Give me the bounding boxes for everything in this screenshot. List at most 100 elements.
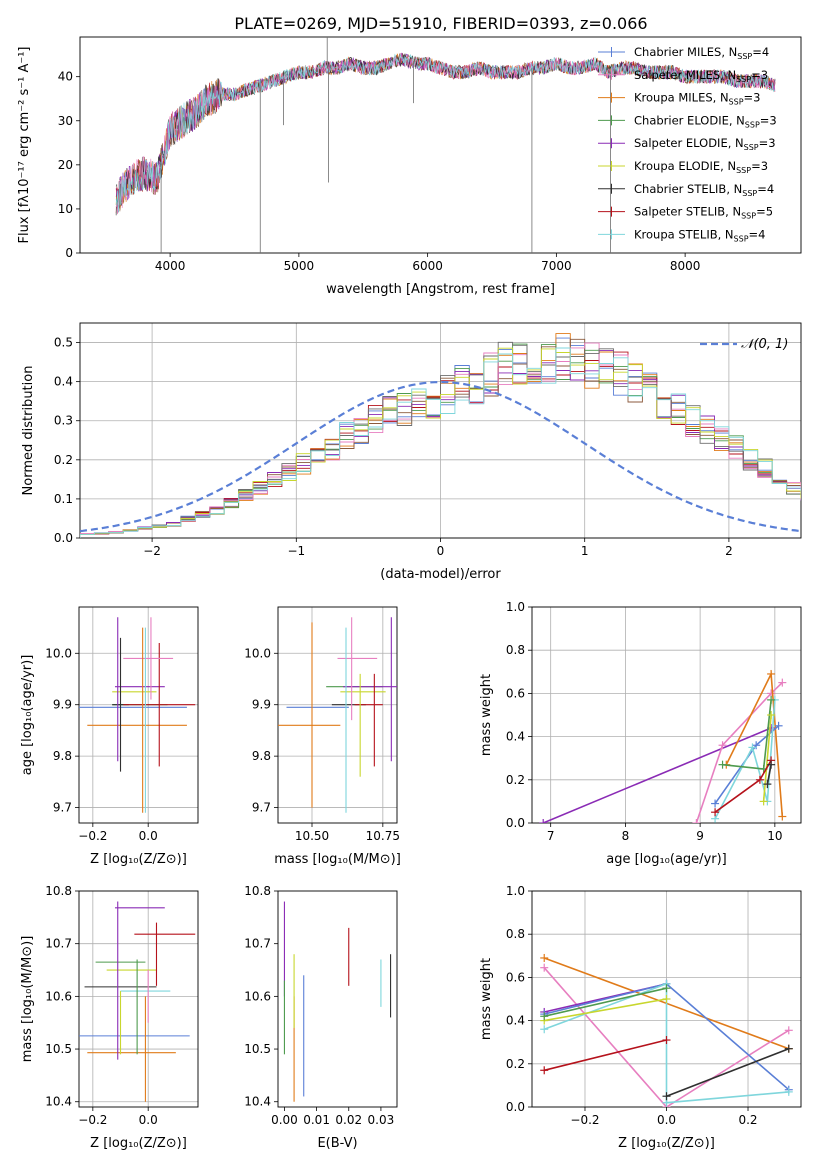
y-tick-label: 10.5 [244,1042,271,1056]
weight-series-line [695,682,783,823]
axes-frame [531,606,802,824]
y-tick-label: 10.7 [45,937,72,951]
histogram-series [80,343,801,538]
y-tick-label: 9.9 [252,698,271,712]
normal-curve [80,380,801,533]
y-axis-label: age [log₁₀(age/yr)] [20,655,35,776]
weight-series-line [762,714,772,802]
y-tick-label: 0.6 [506,970,525,984]
x-axis-label: mass [log₁₀(M/M⊙)] [274,852,401,867]
spectrum-series-line [115,53,776,216]
x-tick-label: 2 [725,544,733,558]
weight-series-line [544,1039,667,1072]
x-axis-label: wavelength [Angstrom, rest frame] [326,282,555,297]
y-tick-label: 10 [58,202,73,216]
y-tick-label: 0.4 [54,375,73,389]
weight-series-line [544,987,667,1018]
y-tick-label: 10.5 [45,1042,72,1056]
x-tick-label: 8 [622,829,630,843]
x-tick-label: −0.2 [78,1113,107,1127]
legend-entry: Chabrier ELODIE, NSSP=3 [634,113,777,129]
weight-series-line [714,699,776,820]
y-tick-label: 0 [65,246,73,260]
legend-entry: Salpeter MILES, NSSP=3 [634,68,768,84]
y-tick-label: 1.0 [506,884,525,898]
y-tick-label: 10.6 [45,989,72,1003]
y-tick-label: 10.0 [45,646,72,660]
plot-area-mass-vs-Z [79,901,196,1102]
axes-frame [277,606,398,824]
y-tick-label: 0.8 [506,643,525,657]
y-tick-label: 0.4 [506,1014,525,1028]
y-tick-label: 0.6 [506,686,525,700]
y-tick-label: 9.7 [252,801,271,815]
plot-area-weight-vs-age [539,669,787,823]
plot-area-spectrum [115,37,776,253]
y-tick-label: 9.8 [53,749,72,763]
y-tick-label: 0.3 [54,414,73,428]
plot-area-age-vs-Z [79,617,196,813]
legend-entry: Kroupa MILES, NSSP=3 [634,91,760,107]
y-tick-label: 10.8 [45,884,72,898]
axes-frame [78,890,199,1108]
y-tick-label: 10.4 [45,1095,72,1109]
y-axis-label: mass weight [479,958,494,1040]
chart-weight-vs-Z: −0.2 0.0 0.2 0.0 0.2 0.4 0.6 0.8 1.0 Z [log₁₀(Z/Z… [479,884,802,1151]
y-tick-label: 9.8 [252,749,271,763]
y-axis-label: Flux [fλ10⁻¹⁷ erg cm⁻² s⁻¹ A⁻¹] [17,47,32,244]
figure-title: PLATE=0269, MJD=51910, FIBERID=0393, z=0… [234,14,647,33]
weight-series-line [666,1047,790,1097]
y-tick-label: 10.4 [244,1095,271,1109]
x-tick-label: 7 [547,829,555,843]
y-tick-label: 0.1 [54,492,73,506]
x-tick-label: 0.0 [139,1113,158,1127]
histogram-series [80,341,801,538]
x-tick-label: 1 [581,544,589,558]
y-tick-label: 0.8 [506,927,525,941]
weight-series-line [544,998,667,1022]
x-tick-label: 0.02 [335,1113,362,1127]
weight-series-line [766,764,772,785]
plot-area-age-vs-mass [278,617,397,813]
x-tick-label: 10.75 [366,829,400,843]
x-tick-label: 5000 [284,259,315,273]
axes-frame [79,322,802,539]
y-tick-label: 10.7 [244,937,271,951]
chart-weight-vs-age: 7 8 9 10 0.0 0.2 0.4 0.6 0.8 1.0 age [log₁₀(age/yr… [479,600,802,867]
x-tick-label: 10.50 [295,829,329,843]
chart-age-vs-mass: 10.50 10.75 9.7 9.8 9.9 10.0 mass [log₁₀(M/M⊙)… [244,606,401,867]
y-tick-label: 1.0 [506,600,525,614]
x-axis-label: age [log₁₀(age/yr)] [606,852,727,867]
legend-entry: 𝒩(0, 1) [741,337,788,352]
y-axis-label: mass [log₁₀(M/M⊙)] [20,936,35,1063]
x-tick-label: −2 [143,544,161,558]
plot-area-mass-vs-ebv [283,901,392,1102]
plot-area-residuals [80,333,801,538]
plot-area-weight-vs-Z [540,953,793,1107]
y-tick-label: 0.5 [54,336,73,350]
x-tick-label: −1 [287,544,305,558]
y-tick-label: 0.2 [54,453,73,467]
y-tick-label: 0.0 [506,1100,525,1114]
y-tick-label: 20 [58,158,73,172]
histogram-series [80,333,801,538]
x-axis-label: Z [log₁₀(Z/Z⊙)] [90,852,187,867]
legend-entry: Chabrier STELIB, NSSP=4 [634,182,774,198]
spectrum-series-line [115,53,776,213]
spectrum-series-line [115,53,776,215]
chart-age-vs-Z: −0.2 0.0 9.7 9.8 9.9 10.0 Z [log₁₀(Z/Z⊙)] age [… [20,606,199,867]
x-axis-label: E(B-V) [317,1136,357,1151]
chart-mass-vs-Z: −0.2 0.0 10.4 10.5 10.6 10.7 10.8 Z [log₁₀(Z/Z⊙… [20,884,199,1151]
x-axis-label: (data-model)/error [380,567,501,582]
axes-frame [277,890,398,1108]
histogram-series [80,347,801,538]
x-axis-label: Z [log₁₀(Z/Z⊙)] [618,1136,715,1151]
legend-entry: Chabrier MILES, NSSP=4 [634,45,769,61]
x-tick-label: 0.0 [139,829,158,843]
y-axis-label: Normed distribution [21,366,36,496]
histogram-series [80,337,801,538]
x-tick-label: 0.01 [303,1113,330,1127]
weight-series-line [542,727,772,823]
histogram-series [80,342,801,538]
